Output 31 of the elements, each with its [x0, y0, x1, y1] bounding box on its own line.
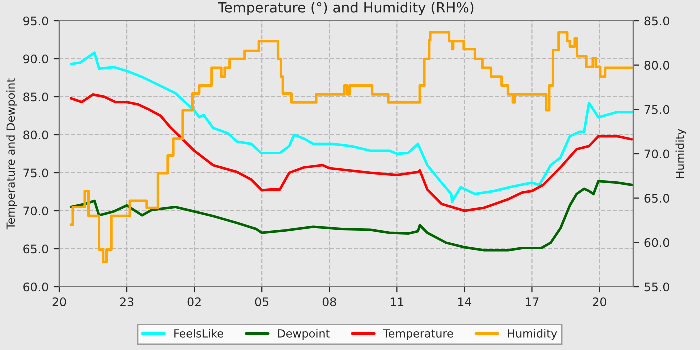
chart-title: Temperature (°) and Humidity (RH%) — [218, 2, 474, 16]
legend-label: Dewpoint — [278, 329, 330, 340]
y2-tick-label: 85.0 — [644, 16, 670, 26]
y-tick-label: 70.0 — [24, 206, 48, 216]
x-tick-label: 14 — [458, 298, 472, 306]
x-tick-label: 08 — [322, 298, 336, 307]
y-tick-label: 90.0 — [24, 54, 48, 64]
y2-axis-title: Humidity — [676, 129, 687, 178]
y2-tick-label: 55.0 — [644, 282, 670, 292]
y2-tick-label: 75.0 — [644, 105, 670, 114]
y-tick-label: 95.0 — [24, 16, 48, 26]
legend-label: FeelsLike — [174, 329, 224, 338]
x-tick-label: 23 — [120, 298, 134, 307]
legend-label: Humidity — [508, 329, 558, 340]
x-tick-label: 02 — [188, 298, 201, 307]
y2-tick-label: 65.0 — [644, 194, 670, 203]
x-tick-label: 05 — [255, 298, 269, 307]
y2-tick-label: 80.0 — [644, 61, 670, 70]
y-tick-label: 75.0 — [24, 168, 48, 178]
y2-tick-label: 70.0 — [644, 150, 670, 159]
y-tick-label: 60.0 — [24, 282, 48, 292]
x-tick-label: 17 — [526, 298, 539, 306]
y-tick-label: 65.0 — [24, 244, 48, 254]
y-tick-label: 80.0 — [24, 130, 48, 140]
y2-tick-label: 60.0 — [644, 238, 670, 248]
legend-label: Temperature — [383, 330, 454, 340]
y-axis-title: Temperature and Dewpoint — [6, 78, 18, 230]
y-tick-label: 85.0 — [24, 92, 48, 102]
x-tick-label: 11 — [390, 298, 404, 306]
x-tick-label: 20 — [593, 298, 606, 307]
x-tick-label: 20 — [52, 298, 66, 307]
